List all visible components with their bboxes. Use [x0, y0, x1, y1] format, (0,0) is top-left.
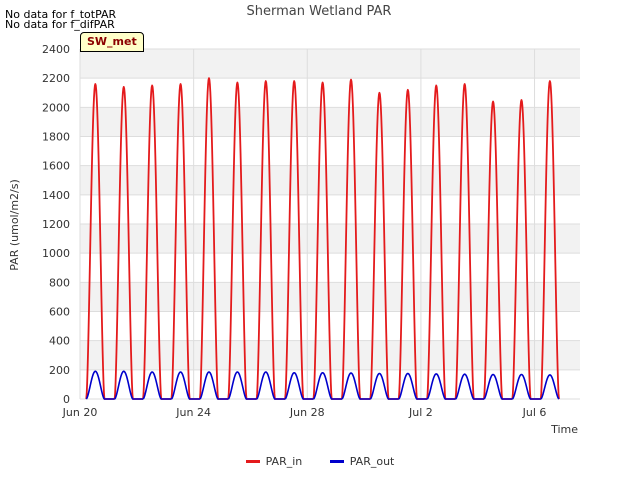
- x-tick-label: Jul 6: [522, 406, 547, 419]
- legend-label-par-out: PAR_out: [349, 455, 395, 468]
- no-data-note-1: No data for f_totPAR: [5, 8, 117, 21]
- legend-swatch-par-out: [329, 460, 344, 463]
- y-tick-label: 600: [49, 306, 70, 319]
- grid-band: [80, 49, 580, 79]
- y-tick-label: 1800: [42, 131, 70, 144]
- legend-label-par-in: PAR_in: [265, 455, 303, 468]
- chart-title: Sherman Wetland PAR: [247, 4, 392, 19]
- y-tick-label: 1200: [42, 218, 70, 231]
- y-tick-label: 0: [63, 393, 70, 406]
- grid-band: [80, 224, 580, 254]
- x-tick-label: Jun 28: [289, 406, 325, 419]
- x-tick-label: Jul 2: [408, 406, 433, 419]
- y-axis: 0 200 400 600 800 1000 1200 1400 1600 1800 2000 220…: [42, 43, 70, 406]
- y-axis-label: PAR (umol/m2/s): [8, 179, 21, 271]
- x-axis-label: Time: [550, 423, 578, 436]
- legend-item-par-in: PAR_in: [245, 455, 303, 468]
- y-tick-label: 1000: [42, 247, 70, 260]
- y-tick-label: 1600: [42, 160, 70, 173]
- y-tick-label: 2400: [42, 43, 70, 56]
- site-badge: SW_met: [80, 32, 144, 52]
- legend-swatch-par-in: [245, 460, 260, 463]
- y-tick-label: 1400: [42, 189, 70, 202]
- grid-band: [80, 107, 580, 137]
- y-tick-label: 200: [49, 364, 70, 377]
- legend-item-par-out: PAR_out: [329, 455, 395, 468]
- no-data-note-2: No data for f_difPAR: [5, 18, 115, 31]
- x-axis: Jun 20 Jun 24 Jun 28 Jul 2 Jul 6: [62, 406, 547, 419]
- y-tick-label: 2200: [42, 72, 70, 85]
- grid-band: [80, 282, 580, 312]
- series-line-par-out: [85, 370, 560, 400]
- series-line-par-in: [85, 77, 560, 400]
- y-tick-label: 2000: [42, 101, 70, 114]
- legend: PAR_in PAR_out: [0, 453, 640, 468]
- y-tick-label: 800: [49, 276, 70, 289]
- y-tick-label: 400: [49, 335, 70, 348]
- series-layer: [85, 77, 560, 400]
- x-tick-label: Jun 24: [175, 406, 211, 419]
- x-tick-label: Jun 20: [62, 406, 98, 419]
